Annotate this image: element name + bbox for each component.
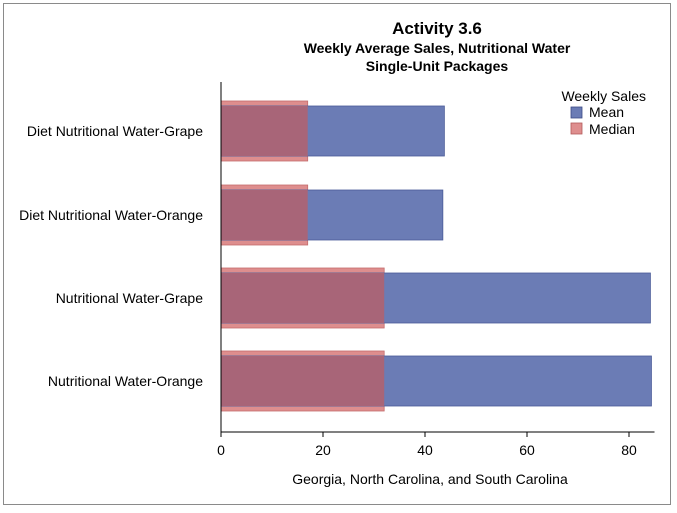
chart-subtitle-line-2: Single-Unit Packages	[366, 58, 509, 74]
legend-swatch-mean	[570, 106, 583, 119]
x-axis-label: Georgia, North Carolina, and South Carol…	[292, 471, 568, 487]
x-axis: 0 20 40 60 80	[217, 82, 655, 458]
legend-label-median: Median	[589, 121, 635, 137]
chart-frame	[3, 3, 671, 505]
category-label-nutritional-water-orange: Nutritional Water-Orange	[48, 373, 203, 389]
chart-subtitle-line-1: Weekly Average Sales, Nutritional Water	[304, 40, 571, 56]
category-label-nutritional-water-grape: Nutritional Water-Grape	[56, 290, 204, 306]
x-tick-label-60: 60	[519, 442, 535, 458]
x-tick-label-20: 20	[315, 442, 331, 458]
category-label-diet-nutritional-water-orange: Diet Nutritional Water-Orange	[19, 207, 203, 223]
bar-overlap-nutritional-water-grape	[221, 273, 385, 323]
legend-swatch-median	[570, 122, 583, 135]
category-label-diet-nutritional-water-grape: Diet Nutritional Water-Grape	[27, 123, 203, 139]
x-tick-label-80: 80	[621, 442, 637, 458]
legend-label-mean: Mean	[589, 104, 624, 120]
bar-overlap-diet-nutritional-water-grape	[221, 106, 308, 156]
legend: Weekly Sales Mean Median	[561, 88, 646, 137]
chart-title: Activity 3.6	[392, 19, 482, 38]
bars-group	[220, 100, 652, 412]
category-labels: Diet Nutritional Water-Grape Diet Nutriti…	[19, 123, 203, 389]
x-tick-label-0: 0	[217, 442, 225, 458]
legend-title: Weekly Sales	[561, 88, 646, 104]
bar-overlap-nutritional-water-orange	[221, 356, 385, 406]
bar-overlap-diet-nutritional-water-orange	[221, 190, 308, 240]
x-tick-label-40: 40	[417, 442, 433, 458]
